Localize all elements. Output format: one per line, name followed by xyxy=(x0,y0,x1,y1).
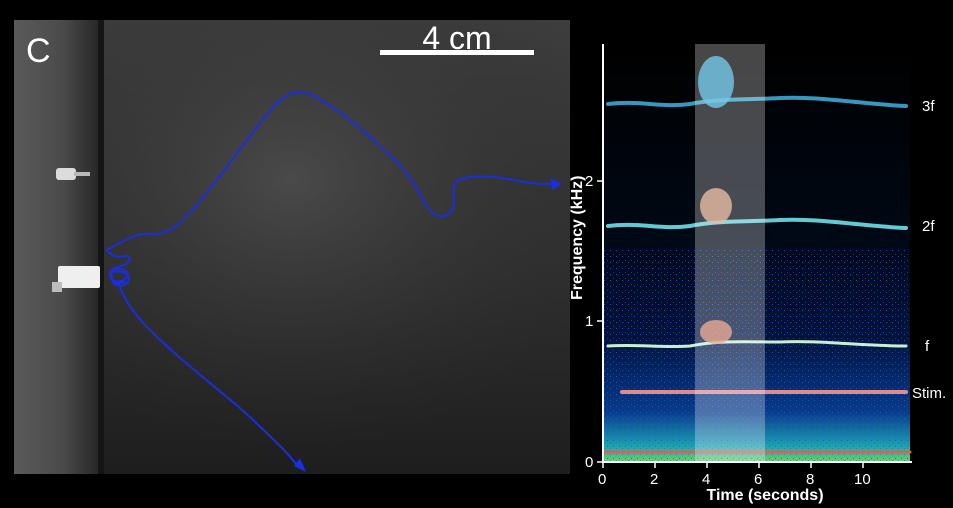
y-tick-1: 1 xyxy=(585,313,594,330)
harmonic-label-3f: 3f xyxy=(922,98,935,115)
y-tick-0: 0 xyxy=(585,454,594,471)
stimulus-highlight xyxy=(695,44,765,462)
y-tick-2: 2 xyxy=(585,173,594,190)
lower-object xyxy=(52,266,100,292)
fish-trajectory xyxy=(105,90,555,469)
upper-object xyxy=(56,168,90,180)
x-tick-10: 10 xyxy=(854,471,871,488)
arena-photo: C 4 cm xyxy=(14,20,570,474)
x-axis-title: Time (seconds) xyxy=(706,487,824,504)
panel-letter: C xyxy=(26,32,51,70)
arena-wall xyxy=(14,20,104,474)
x-tick-6: 6 xyxy=(754,471,763,488)
trajectory-arrow-right xyxy=(550,178,562,190)
stim-label: Stim. xyxy=(912,385,947,402)
x-tick-8: 8 xyxy=(806,471,815,488)
chirp-bursts xyxy=(698,56,734,344)
harmonic-bands xyxy=(602,95,912,454)
axis-ticks xyxy=(597,180,864,468)
x-tick-2: 2 xyxy=(650,471,659,488)
arena-photo-drawing xyxy=(14,20,570,474)
x-tick-4: 4 xyxy=(702,471,711,488)
harmonic-label-2f: 2f xyxy=(922,218,935,235)
y-axis-title: Frequency (kHz) xyxy=(569,175,586,300)
x-tick-0: 0 xyxy=(598,471,607,488)
scale-bar-label: 4 cm xyxy=(422,20,492,56)
scale-bar xyxy=(380,50,534,55)
trajectory-arrow-bottom xyxy=(294,458,306,472)
harmonic-label-f: f xyxy=(925,338,930,355)
